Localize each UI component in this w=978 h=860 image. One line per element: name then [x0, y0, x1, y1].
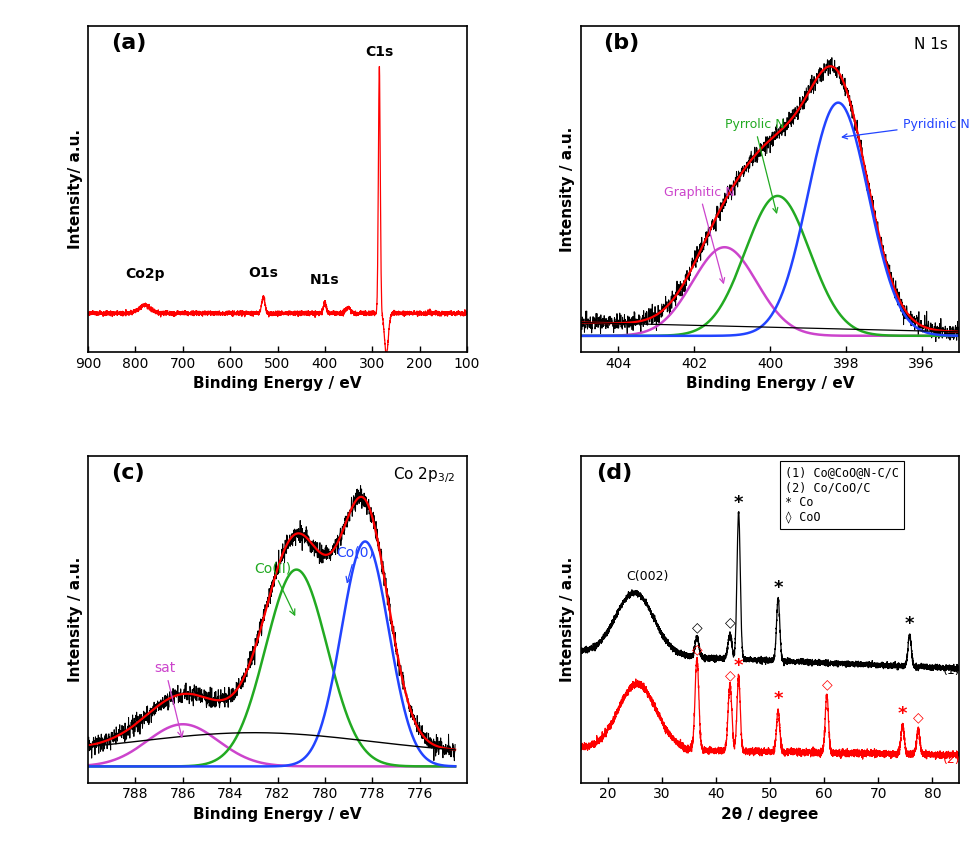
- Text: ◇: ◇: [912, 710, 922, 724]
- Y-axis label: Intensity / a.u.: Intensity / a.u.: [559, 557, 574, 682]
- Text: ◇: ◇: [821, 677, 831, 691]
- Text: sat: sat: [155, 661, 183, 737]
- Text: C1s: C1s: [365, 45, 393, 58]
- Text: (2): (2): [942, 752, 959, 766]
- X-axis label: Binding Energy / eV: Binding Energy / eV: [193, 377, 362, 391]
- Text: (1) Co@CoO@N-C/C
(2) Co/CoO/C
* Co
◊ CoO: (1) Co@CoO@N-C/C (2) Co/CoO/C * Co ◊ CoO: [784, 466, 898, 525]
- Text: Co2p: Co2p: [125, 267, 164, 281]
- Y-axis label: Intensity / a.u.: Intensity / a.u.: [559, 126, 574, 251]
- Text: Co 2p$_{3/2}$: Co 2p$_{3/2}$: [393, 465, 455, 485]
- Y-axis label: Intensity/ a.u.: Intensity/ a.u.: [67, 129, 82, 249]
- Text: (b): (b): [602, 33, 639, 52]
- Text: *: *: [773, 579, 782, 597]
- Text: *: *: [904, 615, 913, 633]
- Text: (1): (1): [942, 664, 959, 677]
- Text: C(002): C(002): [626, 569, 668, 582]
- Text: *: *: [773, 691, 782, 709]
- Text: Pyridinic N: Pyridinic N: [841, 118, 968, 139]
- Text: ◇: ◇: [690, 620, 701, 634]
- Text: (a): (a): [111, 33, 146, 52]
- Text: O1s: O1s: [248, 266, 278, 280]
- Text: *: *: [897, 704, 907, 722]
- Text: *: *: [734, 657, 742, 675]
- Text: N1s: N1s: [310, 273, 339, 286]
- Text: ◇: ◇: [724, 668, 734, 682]
- X-axis label: 2θ / degree: 2θ / degree: [721, 807, 818, 822]
- Text: N 1s: N 1s: [913, 37, 947, 52]
- Text: *: *: [734, 494, 742, 512]
- X-axis label: Binding Energy / eV: Binding Energy / eV: [685, 377, 854, 391]
- Text: Pyrrolic N: Pyrrolic N: [724, 118, 783, 213]
- Text: (c): (c): [111, 464, 145, 483]
- X-axis label: Binding Energy / eV: Binding Energy / eV: [193, 807, 362, 822]
- Text: Graphitic N: Graphitic N: [663, 186, 734, 283]
- Text: (d): (d): [596, 464, 632, 483]
- Text: Co(II): Co(II): [253, 562, 294, 615]
- Y-axis label: Intensity / a.u.: Intensity / a.u.: [67, 557, 82, 682]
- Text: ◇: ◇: [690, 642, 701, 656]
- Text: ◇: ◇: [724, 615, 734, 629]
- Text: Co(0): Co(0): [336, 545, 375, 582]
